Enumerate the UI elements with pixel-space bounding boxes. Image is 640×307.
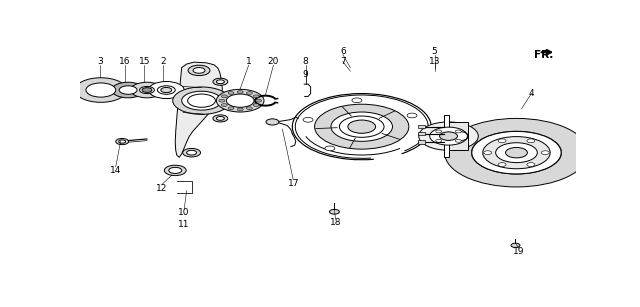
Circle shape bbox=[188, 65, 210, 76]
Circle shape bbox=[131, 82, 163, 98]
Bar bbox=[419, 140, 425, 144]
Circle shape bbox=[142, 88, 152, 92]
Text: 19: 19 bbox=[513, 247, 525, 256]
Text: 12: 12 bbox=[156, 184, 168, 192]
Circle shape bbox=[541, 151, 549, 154]
Circle shape bbox=[325, 146, 335, 151]
Circle shape bbox=[511, 243, 520, 247]
Circle shape bbox=[253, 104, 259, 107]
Circle shape bbox=[440, 132, 458, 140]
Bar bbox=[419, 125, 425, 128]
Circle shape bbox=[161, 87, 172, 93]
Circle shape bbox=[112, 82, 145, 98]
Circle shape bbox=[228, 107, 234, 110]
Circle shape bbox=[219, 99, 225, 102]
Circle shape bbox=[169, 167, 182, 173]
Circle shape bbox=[213, 115, 228, 122]
Polygon shape bbox=[175, 62, 222, 157]
Circle shape bbox=[182, 91, 221, 110]
Circle shape bbox=[246, 92, 252, 95]
Text: 4: 4 bbox=[529, 89, 534, 98]
Circle shape bbox=[148, 82, 184, 99]
Bar bbox=[419, 132, 425, 135]
Circle shape bbox=[173, 87, 230, 115]
Text: 7: 7 bbox=[340, 57, 346, 66]
Circle shape bbox=[445, 119, 588, 187]
Circle shape bbox=[330, 209, 339, 214]
Text: 10: 10 bbox=[179, 208, 190, 217]
Circle shape bbox=[527, 139, 535, 143]
Circle shape bbox=[140, 87, 154, 94]
Circle shape bbox=[221, 95, 227, 98]
Circle shape bbox=[315, 104, 409, 149]
Circle shape bbox=[352, 98, 362, 103]
Text: 1: 1 bbox=[246, 57, 252, 66]
Circle shape bbox=[483, 137, 550, 169]
Circle shape bbox=[498, 139, 506, 143]
Text: 5: 5 bbox=[432, 47, 438, 56]
Circle shape bbox=[116, 138, 129, 145]
Text: 15: 15 bbox=[139, 57, 150, 66]
Circle shape bbox=[246, 107, 252, 110]
Circle shape bbox=[221, 104, 227, 107]
Circle shape bbox=[527, 163, 535, 166]
Circle shape bbox=[75, 78, 127, 102]
Circle shape bbox=[213, 78, 228, 85]
Circle shape bbox=[348, 120, 376, 133]
Circle shape bbox=[216, 116, 225, 120]
Text: 6: 6 bbox=[340, 47, 346, 56]
Circle shape bbox=[216, 80, 225, 84]
Circle shape bbox=[419, 122, 478, 150]
Bar bbox=[449, 122, 468, 150]
Circle shape bbox=[237, 108, 243, 111]
Circle shape bbox=[303, 118, 313, 122]
Text: 13: 13 bbox=[429, 57, 440, 66]
Text: 20: 20 bbox=[268, 57, 279, 66]
Text: 8: 8 bbox=[303, 57, 308, 66]
Text: 18: 18 bbox=[330, 218, 341, 227]
Circle shape bbox=[498, 163, 506, 166]
Circle shape bbox=[164, 165, 186, 176]
Text: 14: 14 bbox=[110, 166, 122, 175]
Circle shape bbox=[436, 139, 442, 142]
Text: 17: 17 bbox=[287, 179, 299, 188]
Text: FR.: FR. bbox=[534, 50, 553, 60]
Circle shape bbox=[484, 151, 492, 154]
Circle shape bbox=[227, 94, 254, 107]
Circle shape bbox=[216, 89, 264, 112]
Circle shape bbox=[255, 99, 262, 102]
Circle shape bbox=[118, 140, 125, 143]
Circle shape bbox=[266, 119, 279, 125]
Circle shape bbox=[157, 86, 175, 94]
Circle shape bbox=[339, 116, 384, 137]
Circle shape bbox=[495, 143, 538, 163]
Circle shape bbox=[182, 148, 200, 157]
Circle shape bbox=[472, 131, 561, 174]
Circle shape bbox=[193, 68, 205, 73]
Circle shape bbox=[188, 94, 216, 107]
Circle shape bbox=[506, 147, 527, 158]
Circle shape bbox=[228, 92, 234, 95]
Text: 9: 9 bbox=[303, 70, 308, 79]
Circle shape bbox=[187, 150, 196, 155]
Circle shape bbox=[253, 95, 259, 98]
Circle shape bbox=[119, 86, 137, 94]
Circle shape bbox=[456, 130, 461, 133]
Circle shape bbox=[331, 112, 392, 141]
Text: 16: 16 bbox=[119, 57, 131, 66]
Circle shape bbox=[456, 139, 461, 142]
Circle shape bbox=[429, 127, 467, 145]
Circle shape bbox=[436, 130, 442, 133]
Text: 11: 11 bbox=[179, 220, 190, 229]
Circle shape bbox=[407, 113, 417, 118]
Circle shape bbox=[237, 91, 243, 93]
Bar bbox=[444, 115, 449, 157]
Text: 3: 3 bbox=[97, 57, 102, 66]
Text: 2: 2 bbox=[161, 57, 166, 66]
Circle shape bbox=[86, 83, 116, 97]
